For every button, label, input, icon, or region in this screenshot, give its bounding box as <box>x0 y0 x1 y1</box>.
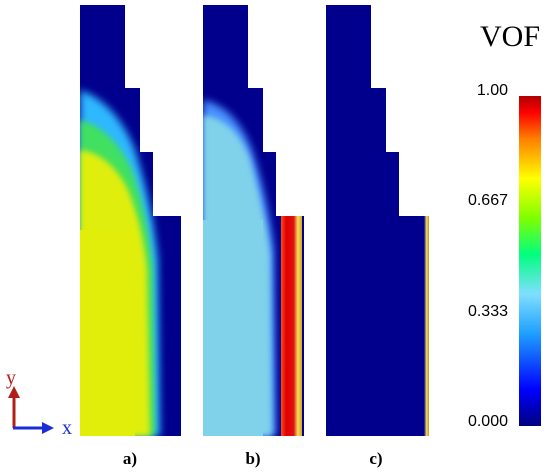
domain-c-background <box>326 5 429 436</box>
axes-indicator: y x <box>6 367 72 439</box>
legend-title: VOF <box>480 20 540 53</box>
x-axis-label: x <box>62 417 72 439</box>
wall-film-b <box>281 216 302 436</box>
liquid-b-bulk <box>203 220 263 436</box>
color-bar <box>519 96 541 426</box>
y-axis-arrow-head <box>8 386 20 398</box>
wall-film-c <box>424 216 429 436</box>
vof-legend: VOF 1.00 0.667 0.333 0.000 <box>468 20 541 430</box>
legend-tick-0667: 0.667 <box>468 192 508 209</box>
liquid-a-bulk <box>80 230 135 436</box>
y-axis-label: y <box>6 367 16 389</box>
panel-label-b: b) <box>245 449 260 468</box>
x-axis-arrow-head <box>42 422 54 434</box>
panel-c <box>326 5 429 436</box>
panel-a <box>80 5 181 436</box>
legend-tick-1: 1.00 <box>477 82 508 99</box>
panel-b <box>203 5 304 436</box>
legend-tick-0333: 0.333 <box>468 303 508 320</box>
legend-tick-0: 0.000 <box>468 413 508 430</box>
panel-label-a: a) <box>123 449 137 468</box>
panel-label-c: c) <box>369 449 382 468</box>
